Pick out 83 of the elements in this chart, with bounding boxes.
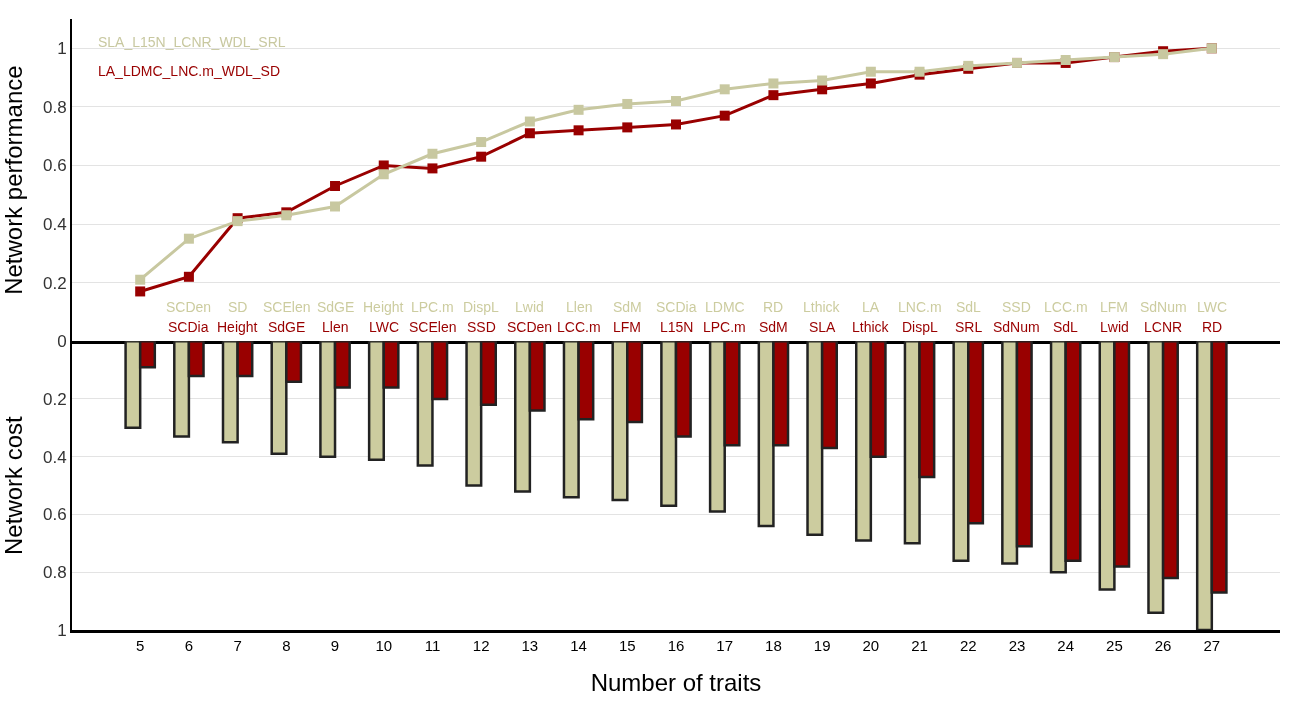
y-tick-label: 0.4 [42,447,67,467]
data-label: LPC.m [703,319,746,335]
data-label: SCDia [168,319,209,335]
x-tick-label: 5 [136,636,145,654]
data-label: Llen [322,319,349,335]
data-label: Lthick [803,299,841,315]
data-label: SdM [613,299,642,315]
y-tick-label: 0.4 [42,215,67,235]
data-label: LFM [1100,299,1128,315]
data-label: LCC.m [1044,299,1088,315]
data-label: Lthick [852,319,890,335]
x-tick-label: 9 [330,636,340,654]
data-label: SCDen [166,299,212,315]
y-tick-label: 0.2 [42,273,67,293]
data-label: Lwid [1100,319,1129,335]
data-label: LCNR [1144,319,1183,335]
data-label: SLA [809,319,837,335]
x-tick-label: 24 [1057,636,1075,654]
x-tick-label: 6 [184,636,194,654]
x-tick-label: 17 [716,636,734,654]
y-tick-label: 0.8 [42,97,67,117]
data-label: LWC [369,319,400,335]
data-label: Height [217,319,258,335]
x-tick-label: 23 [1008,636,1026,654]
data-label: SSD [1002,299,1031,315]
x-tick-label: 11 [424,636,441,654]
y-tick-label: 1 [57,620,67,640]
x-tick-label: 22 [959,636,977,654]
data-label: SdL [1053,319,1079,335]
data-label: SD [228,299,248,315]
data-label: SdNum [1140,299,1187,315]
x-tick-label: 20 [862,636,880,654]
y-tick-label: 0.6 [42,505,67,525]
data-label: DispL [463,299,500,315]
data-label: LNC.m [898,299,942,315]
x-tick-label: 12 [472,636,490,654]
data-label: RD [763,299,784,315]
data-label: SSD [467,319,496,335]
data-label: DispL [902,319,939,335]
text: SLA_L15N_LCNR_WDL_SRL [98,34,286,50]
y-tick-label: 0.6 [42,156,67,176]
data-label: SCElen [409,319,457,335]
x-axis-title: Number of traits [590,669,762,697]
x-tick-label: 13 [521,636,539,654]
data-label: LFM [613,319,641,335]
text: LA_LDMC_LNC.m_WDL_SD [98,63,281,79]
x-tick-label: 16 [667,636,685,654]
x-tick-label: 18 [765,636,782,654]
x-tick-label: 27 [1203,636,1221,654]
x-tick-label: 25 [1106,636,1123,654]
x-tick-label: 10 [375,636,393,654]
data-label: Lwid [515,299,544,315]
y-tick-label: 0.2 [42,389,67,409]
x-tick-label: 8 [282,636,291,654]
data-label: SCElen [263,299,311,315]
data-label: SdL [956,299,982,315]
data-label: L15N [660,319,694,335]
data-label: SdM [759,319,788,335]
x-tick-label: 21 [911,636,928,654]
data-label: LWC [1197,299,1228,315]
x-tick-label: 19 [813,636,831,654]
data-label: RD [1202,319,1223,335]
x-tick-label: 7 [233,636,242,654]
y-tick-label: 0.8 [42,563,67,583]
y-tick-label: 1 [57,39,67,59]
x-tick-label: 15 [618,636,636,654]
data-label: SdGE [268,319,306,335]
data-label: SdNum [993,319,1040,335]
x-tick-label: 14 [570,636,587,654]
x-tick-label: 26 [1154,636,1172,654]
y-axis-title: Network performance [0,65,27,295]
data-label: LPC.m [411,299,454,315]
data-label: SCDen [507,319,553,335]
y-tick-label: 0 [57,332,67,352]
data-label: SdGE [317,299,355,315]
data-label: LDMC [705,299,745,315]
data-label: LCC.m [557,319,601,335]
data-label: SRL [955,319,983,335]
data-label: Height [363,299,404,315]
data-label: SCDia [656,299,697,315]
y-axis-title: Network cost [0,415,27,555]
data-label: Llen [566,299,593,315]
data-label: LA [862,299,880,315]
